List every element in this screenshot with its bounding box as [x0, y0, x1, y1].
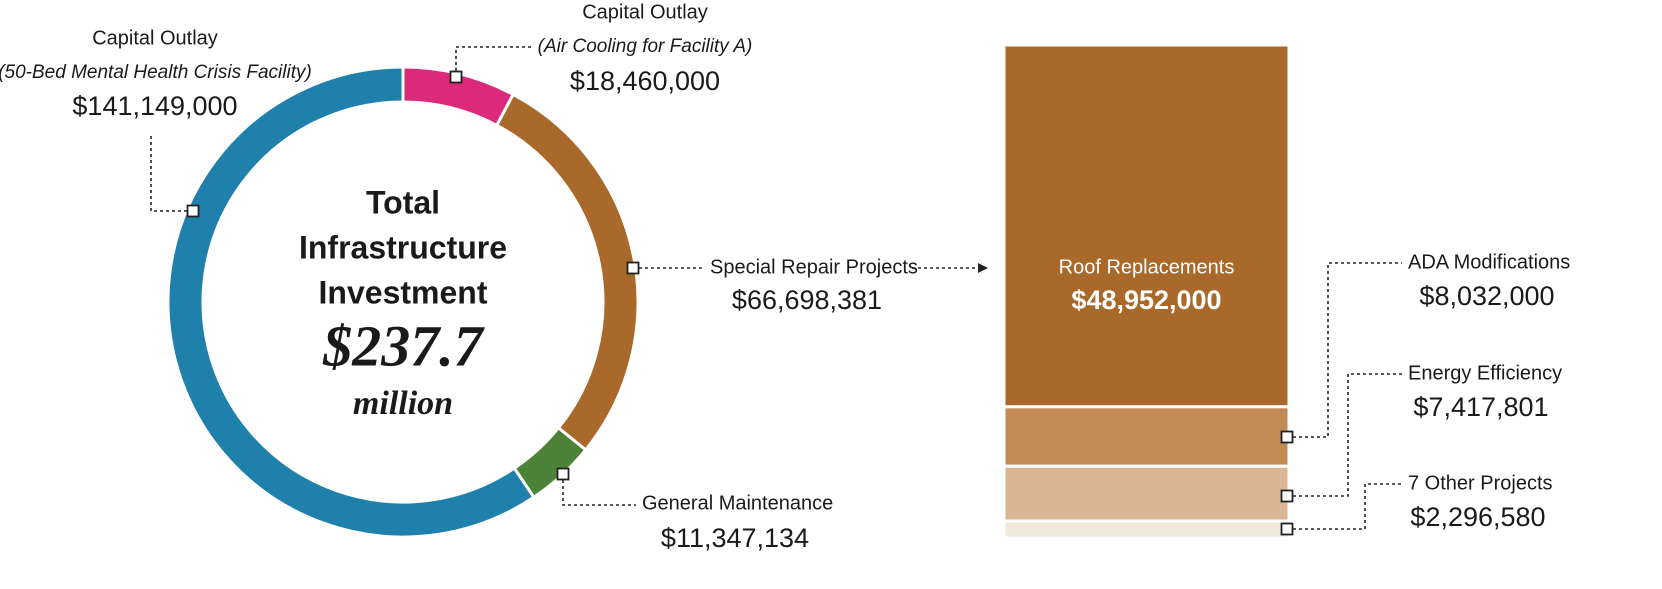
bar-segment: [1002, 405, 1291, 468]
category-label: General Maintenance: [642, 492, 833, 514]
bar-segment: [1002, 519, 1291, 540]
category-note: (50-Bed Mental Health Crisis Facility): [0, 62, 312, 83]
center-title: Total: [366, 184, 440, 220]
value-label: $141,149,000: [72, 91, 237, 121]
leader-line: [455, 46, 532, 77]
leader-line: [1287, 483, 1402, 530]
donut-segment: [166, 65, 536, 539]
leader-marker: [186, 204, 200, 218]
value-label: $2,296,580: [1410, 502, 1545, 532]
category-label: Capital Outlay: [582, 1, 708, 23]
center-value: $237.7: [322, 313, 485, 378]
leader-line: [1287, 262, 1402, 438]
category-note: (Air Cooling for Facility A): [538, 36, 753, 57]
value-label: $7,417,801: [1413, 392, 1548, 422]
center-title: Infrastructure: [299, 229, 507, 265]
leader-marker: [1280, 522, 1294, 536]
category-label: 7 Other Projects: [1408, 472, 1553, 494]
category-label: Capital Outlay: [92, 27, 218, 49]
leader-marker: [1280, 430, 1294, 444]
center-unit: million: [353, 385, 453, 422]
bar-segment: [1002, 464, 1291, 523]
category-label: Energy Efficiency: [1408, 362, 1562, 384]
leader-marker: [626, 261, 640, 275]
value-label: $11,347,134: [661, 523, 809, 553]
value-label: $8,032,000: [1419, 281, 1554, 311]
bar-segment: [1002, 43, 1291, 409]
value-label: $18,460,000: [570, 66, 720, 96]
leader-marker: [1280, 489, 1294, 503]
leader-line: [562, 474, 636, 506]
category-label: ADA Modifications: [1408, 251, 1570, 273]
category-label: Roof Replacements: [1059, 256, 1235, 278]
leader-line: [150, 134, 193, 212]
leader-marker: [556, 467, 570, 481]
value-label: $48,952,000: [1071, 285, 1221, 315]
value-label: $66,698,381: [732, 285, 882, 315]
donut-segment: [494, 92, 640, 452]
category-label: Special Repair Projects: [710, 256, 918, 278]
leader-line: [1287, 373, 1402, 497]
leader-marker: [449, 70, 463, 84]
center-title: Investment: [319, 274, 488, 310]
